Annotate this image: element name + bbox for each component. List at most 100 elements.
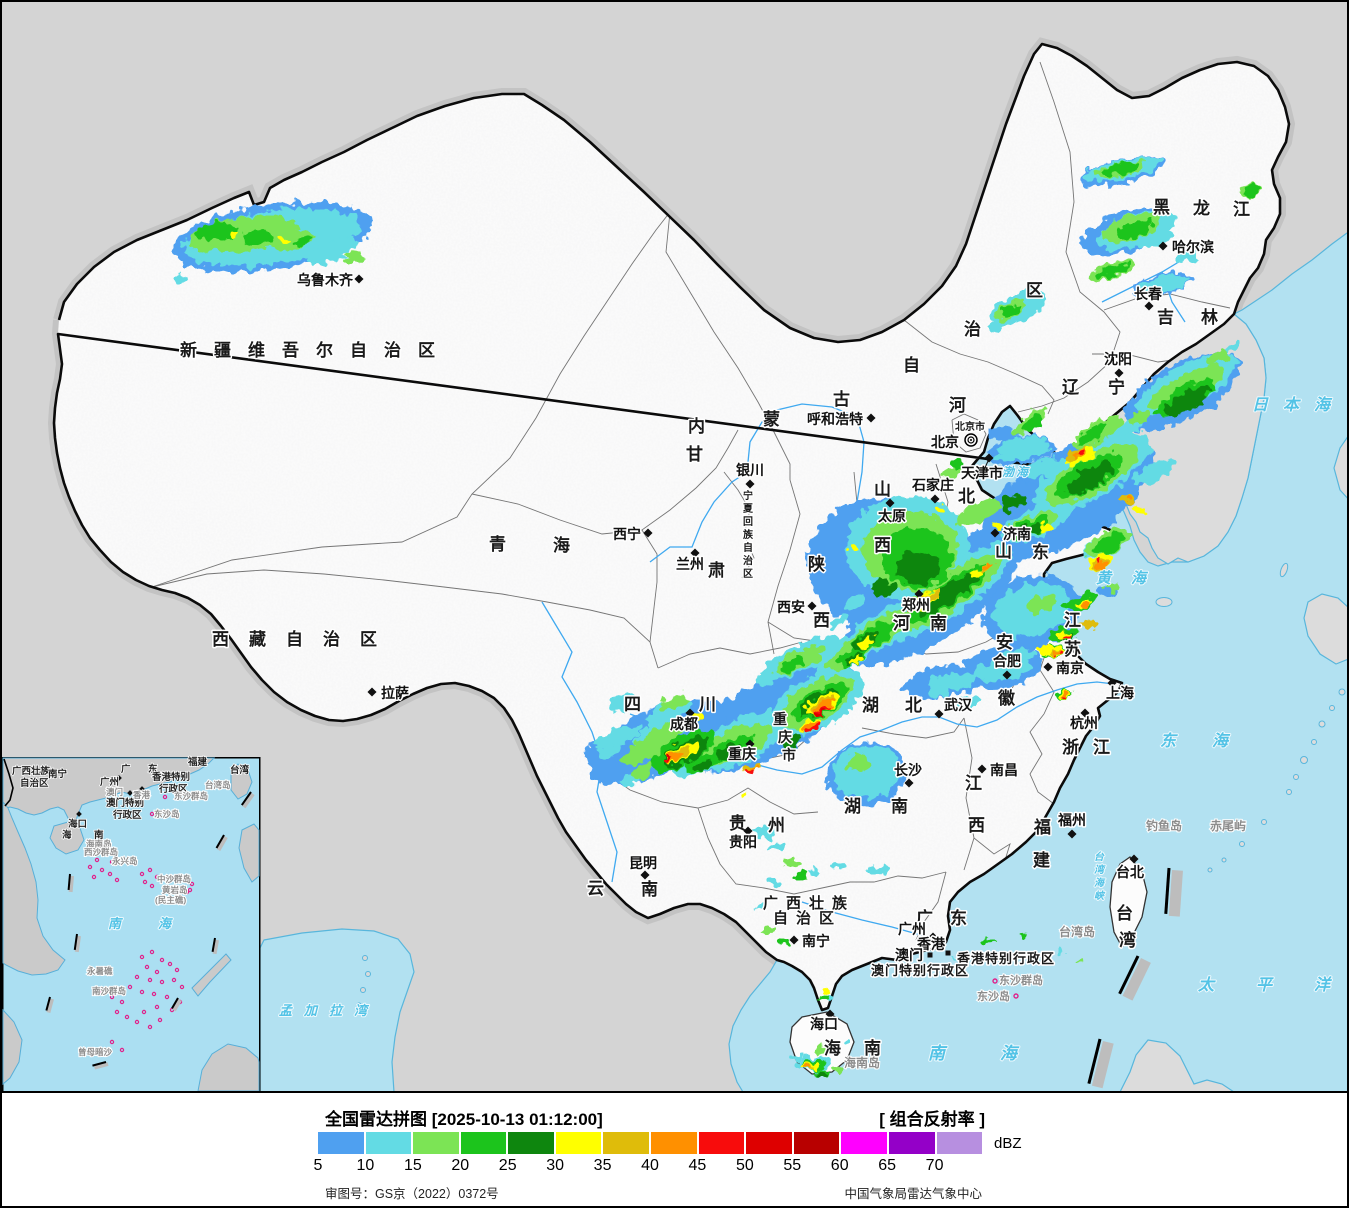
echo-cell bbox=[858, 637, 874, 649]
echo-cell bbox=[1000, 303, 1022, 319]
inset-island-label: (民主礁) bbox=[155, 895, 186, 905]
echo-cell bbox=[780, 655, 806, 673]
plabel-label: 青 bbox=[489, 534, 506, 554]
map-bottom-border bbox=[2, 1091, 1347, 1093]
plabel-label: 江 bbox=[1093, 738, 1110, 757]
tick-label: 65 bbox=[878, 1157, 897, 1174]
echo-cell bbox=[241, 229, 275, 245]
inset-label: 东 bbox=[148, 763, 158, 775]
city-label: 长沙 bbox=[894, 762, 922, 778]
plabel-label: 浙 bbox=[1062, 737, 1079, 757]
echo-cell bbox=[778, 939, 790, 945]
city-label: 哈尔滨 bbox=[1172, 239, 1214, 255]
colorbar-cell-50 bbox=[746, 1132, 792, 1154]
plabel-label: 山 bbox=[874, 480, 891, 499]
echo-cell bbox=[740, 792, 748, 796]
city-label: 西安 bbox=[777, 599, 805, 615]
city-marker bbox=[745, 739, 755, 749]
echo-cell bbox=[804, 1066, 810, 1070]
glabel-label: 赤尾屿 bbox=[1210, 818, 1246, 833]
agency-credit: 中国气象局雷达气象中心 bbox=[844, 1187, 982, 1201]
echo-cell bbox=[806, 725, 818, 733]
echo-cell bbox=[907, 604, 913, 610]
plabel-label: 广西壮族 bbox=[763, 894, 855, 912]
plabel-label: 北 bbox=[958, 487, 975, 506]
city-marker bbox=[825, 1009, 835, 1019]
echo-cell bbox=[1055, 652, 1061, 656]
slabel-label: 东海 bbox=[1160, 732, 1264, 750]
approval-number: 审图号：GS京（2022）0372号 bbox=[325, 1187, 499, 1201]
echo-cell bbox=[928, 672, 976, 692]
echo-cell bbox=[1124, 497, 1132, 501]
colorbar-cell-10 bbox=[365, 1132, 412, 1154]
plabel-label: 湖 bbox=[844, 797, 861, 816]
city-label: 郑州 bbox=[902, 597, 930, 613]
echo-cell bbox=[927, 964, 937, 970]
plabel-label: 治 bbox=[743, 554, 753, 567]
echo-cell bbox=[1056, 949, 1064, 955]
city-label: 武汉 bbox=[944, 697, 973, 713]
echo-cell bbox=[843, 594, 865, 610]
city-label: 北京 bbox=[931, 434, 959, 450]
city-marker bbox=[685, 708, 695, 718]
tick-label: 50 bbox=[735, 1157, 754, 1174]
glabel-label: 东沙群岛 bbox=[999, 973, 1043, 987]
nine-dash-line bbox=[1087, 867, 1183, 1089]
tianjin-pointer bbox=[983, 460, 989, 471]
plabel-label: 庆 bbox=[778, 729, 792, 745]
colorbar-cell-25 bbox=[508, 1132, 554, 1154]
city-marker bbox=[807, 601, 817, 611]
slabel-label: 台 bbox=[1094, 851, 1105, 863]
city-label: 上海 bbox=[1106, 685, 1134, 701]
plabel-label: 海 bbox=[553, 535, 570, 555]
city-marker bbox=[1080, 708, 1090, 718]
echo-cell bbox=[1063, 633, 1071, 639]
reef-marks bbox=[992, 978, 1019, 999]
city-label: 银川 bbox=[736, 462, 764, 478]
inset-label: 台湾 bbox=[230, 764, 250, 776]
slabel-label: 南海 bbox=[928, 1044, 1072, 1063]
echo-cell bbox=[792, 1054, 804, 1060]
echo-cell bbox=[1019, 522, 1043, 538]
inset-island-label: 澳门 bbox=[106, 787, 123, 797]
echo-cell bbox=[908, 598, 924, 612]
slabel-label: 渤海 bbox=[1002, 465, 1030, 479]
echo-cell bbox=[1066, 447, 1098, 467]
city-label: 重庆 bbox=[728, 746, 756, 762]
city-marker bbox=[690, 548, 700, 558]
luzon bbox=[1119, 1039, 1236, 1093]
inset-island-label: 东沙群岛 bbox=[174, 791, 208, 801]
slabel-label: 湾 bbox=[1094, 864, 1106, 876]
city-label: 南京 bbox=[1056, 660, 1084, 676]
plabel-label: 江 bbox=[1233, 200, 1250, 219]
echo-cell bbox=[694, 760, 714, 772]
honshu-edge bbox=[1333, 436, 1347, 499]
colorbar-cell-55 bbox=[793, 1132, 840, 1154]
city-label: 广州 bbox=[898, 921, 926, 937]
echo-cell bbox=[1244, 185, 1262, 195]
tick-label: 20 bbox=[451, 1157, 470, 1174]
echo-cell bbox=[1021, 415, 1043, 433]
echo-cell bbox=[928, 687, 948, 697]
echo-cell bbox=[969, 567, 985, 581]
echo-cell bbox=[715, 744, 741, 760]
echo-cell bbox=[1131, 506, 1145, 514]
plabel-label: 蒙 bbox=[763, 409, 780, 429]
city-label: 成都 bbox=[670, 716, 698, 732]
plabel-label: 西 bbox=[968, 816, 985, 835]
echo-cell bbox=[667, 756, 673, 760]
city-marker bbox=[1107, 678, 1117, 688]
inset-borneo bbox=[197, 1043, 260, 1092]
echo-cell bbox=[986, 324, 1002, 332]
echo-cell bbox=[989, 426, 1019, 442]
plabel-label: 宁 bbox=[1108, 377, 1125, 397]
plabel-label: 内 bbox=[688, 416, 705, 436]
inset-island-label: 南沙群岛 bbox=[92, 986, 126, 996]
tick-label: 40 bbox=[641, 1157, 659, 1174]
colorbar-cell-20 bbox=[460, 1132, 507, 1154]
echo-cell bbox=[782, 857, 802, 867]
plabel-label: 东 bbox=[1032, 542, 1049, 562]
echo-cell bbox=[1092, 534, 1124, 556]
echo-cell bbox=[823, 988, 833, 994]
